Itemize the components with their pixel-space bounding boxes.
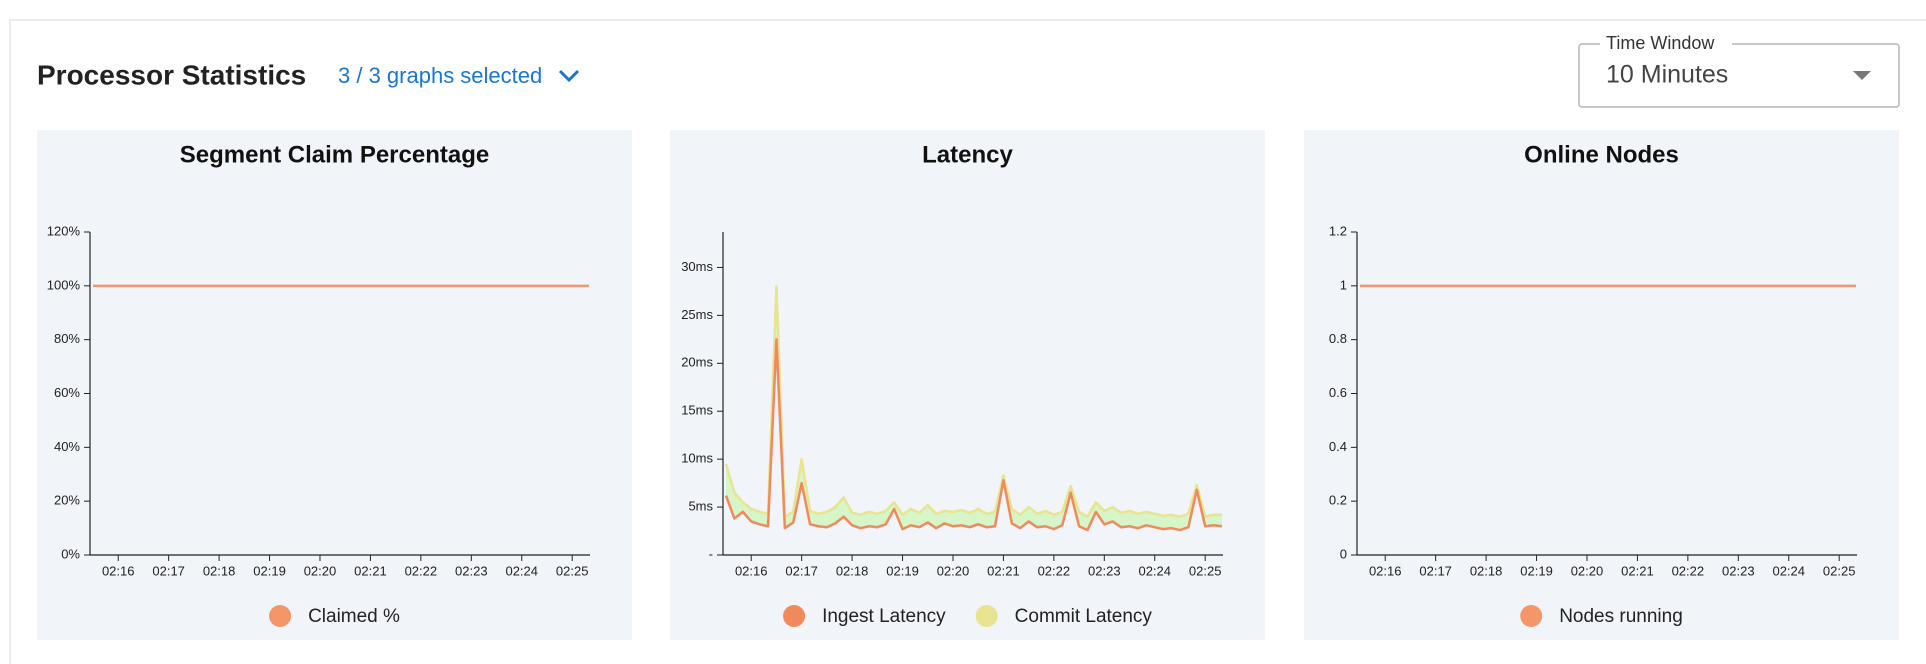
page-title: Processor Statistics [37, 59, 306, 90]
legend-label: Commit Latency [1015, 606, 1153, 627]
select-outline [1578, 43, 1900, 108]
y-tick-label: 0 [1340, 546, 1347, 561]
legend: Nodes running [1520, 605, 1683, 627]
x-tick-label: 02:22 [1038, 563, 1071, 578]
series-line [724, 285, 1222, 518]
y-tick-label: 20% [54, 493, 80, 508]
x-tick-label: 02:18 [203, 563, 236, 578]
y-tick-label: 120% [47, 223, 81, 238]
y-tick-label: 80% [54, 331, 80, 346]
legend-swatch [269, 605, 292, 627]
x-tick-label: 02:21 [354, 563, 387, 578]
x-tick-label: 02:18 [836, 563, 869, 578]
y-tick-label: 15ms [681, 403, 713, 418]
y-tick-label: 0.8 [1329, 331, 1347, 346]
legend-label: Nodes running [1559, 606, 1683, 627]
x-tick-label: 02:23 [1088, 563, 1121, 578]
y-tick-label: 60% [54, 385, 80, 400]
x-tick-label: 02:20 [304, 563, 337, 578]
selector-chevron[interactable] [558, 69, 580, 83]
x-tick-label: 02:17 [785, 563, 818, 578]
x-tick-label: 02:16 [735, 563, 768, 578]
legend-label: Ingest Latency [822, 606, 946, 627]
y-tick-label: 1.2 [1329, 223, 1347, 238]
y-tick-label: 100% [47, 277, 81, 292]
graph-selector[interactable]: 3 / 3 graphs selected [338, 63, 542, 88]
x-tick-label: 02:20 [937, 563, 970, 578]
x-tick-label: 02:24 [505, 563, 538, 578]
select-label: Time Window [1606, 33, 1715, 53]
x-tick-label: 02:25 [1189, 563, 1222, 578]
chart-title: Online Nodes [1524, 141, 1679, 168]
y-tick-label: 0.4 [1329, 439, 1347, 454]
y-tick-label: 1 [1340, 277, 1347, 292]
x-tick-label: 02:19 [886, 563, 919, 578]
legend-label: Claimed % [308, 606, 400, 627]
chart-panel: Online Nodes 0 0.2 0.4 0.6 0.8 1 1.2 02:16 02:17 0… [1304, 130, 1899, 640]
x-tick-label: 02:19 [253, 563, 286, 578]
x-tick-label: 02:16 [1369, 563, 1402, 578]
legend-swatch [1520, 605, 1543, 627]
x-tick-label: 02:18 [1470, 563, 1503, 578]
x-tick-label: 02:24 [1138, 563, 1171, 578]
chart-title: Segment Claim Percentage [180, 141, 489, 168]
x-tick-label: 02:25 [1823, 563, 1856, 578]
y-tick-label: 10ms [681, 451, 713, 466]
y-tick-label: - [709, 546, 713, 561]
x-tick-label: 02:23 [1722, 563, 1755, 578]
x-tick-label: 02:23 [455, 563, 488, 578]
y-tick-label: 0.6 [1329, 385, 1347, 400]
y-tick-label: 0% [61, 546, 80, 561]
x-tick-label: 02:25 [556, 563, 589, 578]
series-line [724, 338, 1223, 532]
x-tick-label: 02:17 [1419, 563, 1452, 578]
x-tick-label: 02:21 [1621, 563, 1654, 578]
chart-title: Latency [922, 141, 1013, 168]
x-tick-label: 02:17 [152, 563, 185, 578]
y-tick-label: 25ms [681, 307, 713, 322]
legend: Ingest Latency Commit Latency [783, 605, 1152, 627]
y-tick-label: 5ms [688, 499, 713, 514]
x-tick-label: 02:22 [405, 563, 438, 578]
card-border [9, 19, 1926, 664]
y-tick-label: 40% [54, 439, 80, 454]
chart-panel: Latency - 5ms 10ms 15ms 20ms 25ms 30ms 02:16 02:1… [670, 130, 1265, 640]
x-tick-label: 02:19 [1520, 563, 1553, 578]
select-value: 10 Minutes [1606, 61, 1728, 89]
y-tick-label: 0.2 [1329, 493, 1347, 508]
x-tick-label: 02:16 [102, 563, 135, 578]
legend-swatch [783, 605, 806, 627]
y-tick-label: 20ms [681, 355, 713, 370]
chart-panel: Segment Claim Percentage 0% 20% 40% 60% 80% 10… [37, 130, 632, 640]
legend-swatch [975, 605, 998, 627]
select-arrow [1853, 71, 1871, 80]
x-tick-label: 02:20 [1571, 563, 1604, 578]
x-tick-label: 02:24 [1772, 563, 1805, 578]
x-tick-label: 02:21 [987, 563, 1020, 578]
x-tick-label: 02:22 [1672, 563, 1705, 578]
time-window-select[interactable]: Time Window 10 Minutes [1578, 33, 1900, 108]
y-tick-label: 30ms [681, 259, 713, 274]
legend: Claimed % [269, 605, 400, 627]
